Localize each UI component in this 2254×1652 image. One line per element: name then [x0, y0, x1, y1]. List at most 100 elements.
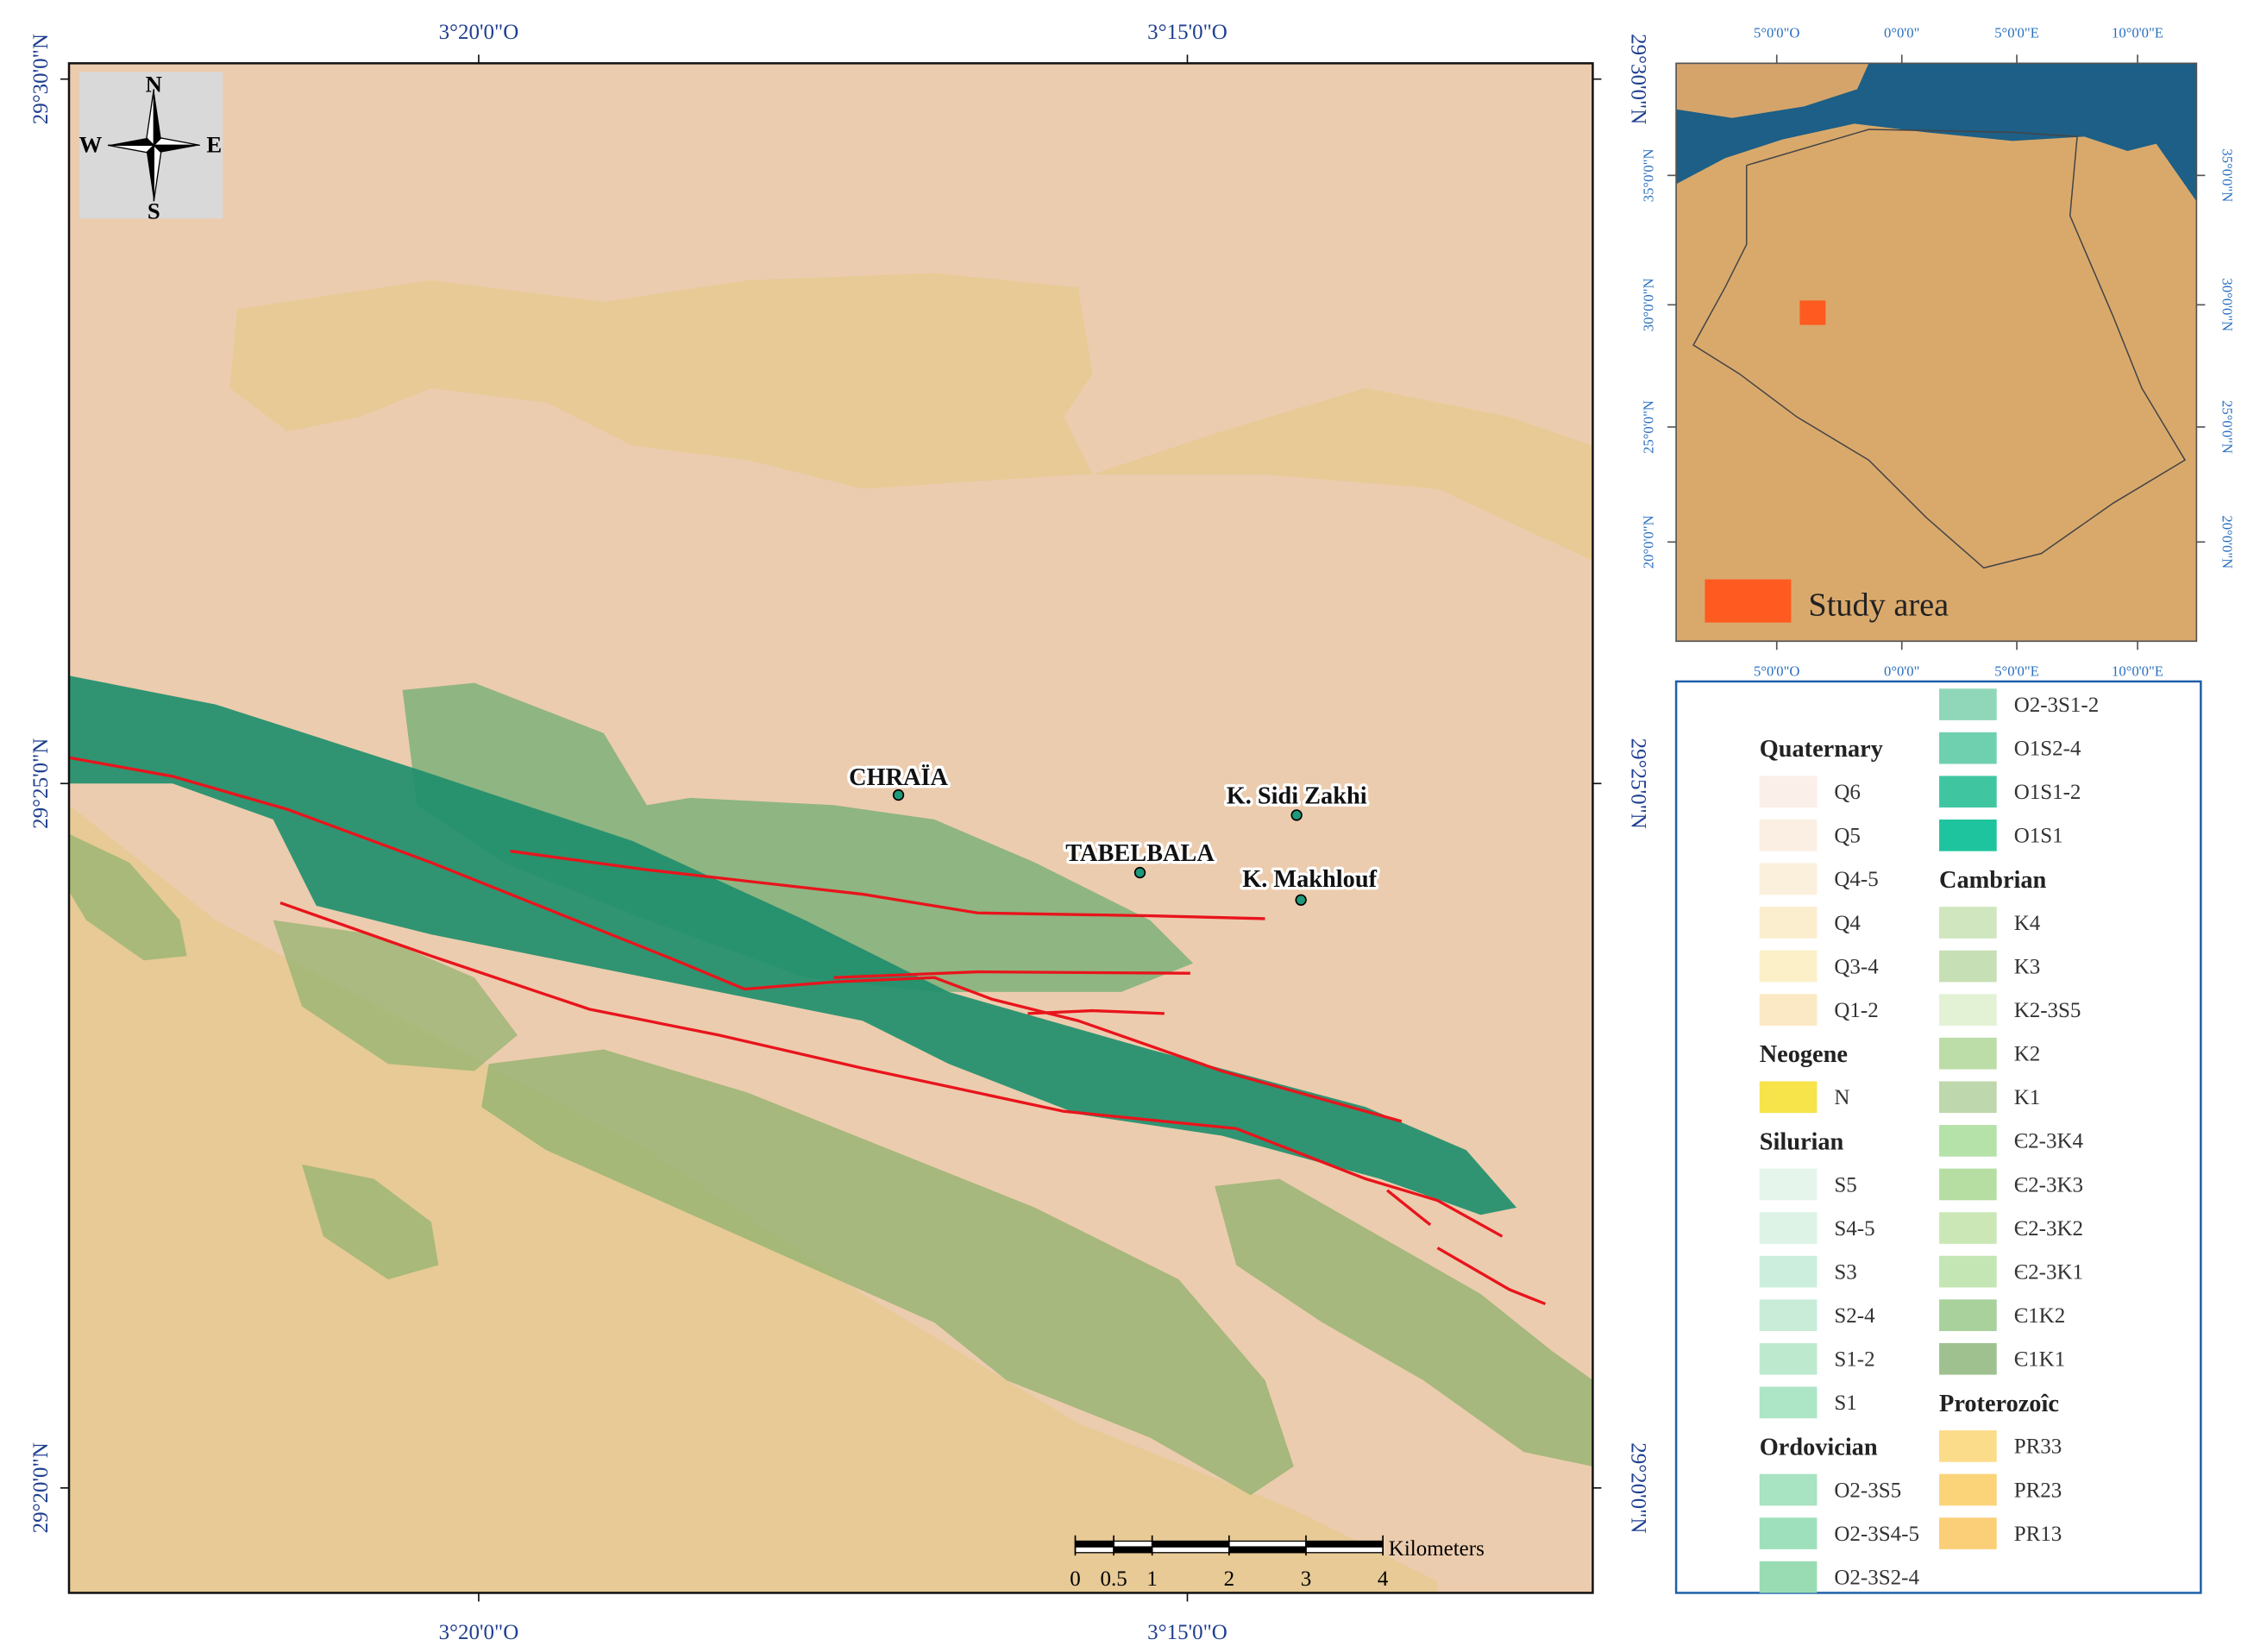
scale-segment	[1305, 1546, 1384, 1554]
legend-label: Q1-2	[1834, 999, 1878, 1022]
legend-swatch	[1759, 907, 1818, 939]
inset-latitude-label: 20°0'0"N	[1640, 515, 1656, 568]
compass-w: W	[79, 132, 103, 158]
scale-segment	[1228, 1540, 1307, 1548]
legend-swatch	[1939, 1037, 1997, 1070]
legend-box	[1674, 680, 2202, 1594]
legend-label: Є2-3K2	[2014, 1217, 2083, 1241]
unit-quaternary	[229, 273, 1593, 561]
latitude-label: 29°30'0"N	[1626, 34, 1649, 124]
fault	[1386, 1189, 1432, 1227]
legend-swatch	[1939, 1517, 1997, 1549]
inset-longitude-label: 5°0'0"E	[1994, 24, 2039, 41]
inset-latitude-label: 25°0'0"N	[1640, 400, 1656, 454]
compass-e: E	[206, 132, 222, 158]
legend-swatch	[1939, 1430, 1997, 1462]
latitude-label: 29°25'0"N	[1626, 738, 1649, 829]
legend-swatch	[1759, 950, 1818, 983]
study-area-label: Study area	[1808, 587, 1949, 623]
scale-tick-label: 3	[1301, 1567, 1312, 1591]
fault	[68, 756, 1403, 1123]
legend-swatch	[1939, 776, 1997, 808]
legend-swatch	[1939, 820, 1997, 851]
scale-segment	[1113, 1540, 1153, 1548]
legend-swatch	[1939, 907, 1997, 939]
legend-label: K3	[2014, 955, 2041, 978]
latitude-label: 29°25'0"N	[29, 738, 53, 829]
unit-cambrian	[68, 833, 187, 961]
scale-tick-label: 0.5	[1100, 1567, 1127, 1591]
legend-group-title: Neogene	[1760, 1041, 1848, 1068]
longitude-label: 3°15'0"O	[1147, 21, 1227, 44]
inset-longitude-label: 10°0'0"E	[2112, 663, 2163, 679]
place-label: K. Makhlouf	[1242, 866, 1377, 893]
legend-label: O1S1	[2014, 825, 2063, 848]
inset-latitude-label: 25°0'0"N	[2219, 400, 2235, 454]
main-map: N S W E	[67, 62, 1594, 1594]
legend-swatch	[1759, 1081, 1818, 1114]
latitude-label: 29°20'0"N	[1626, 1442, 1649, 1533]
legend-swatch	[1939, 1342, 1997, 1375]
scale-segment	[1228, 1546, 1307, 1554]
legend-swatch	[1759, 863, 1818, 895]
inset-longitude-label: 0°0'0"	[1884, 24, 1919, 41]
scale-segment	[1305, 1540, 1384, 1548]
legend-swatch	[1759, 820, 1818, 851]
inset-longitude-label: 10°0'0"E	[2112, 24, 2163, 41]
legend-label: S1-2	[1834, 1348, 1874, 1372]
place-label: CHRAÏA	[849, 764, 948, 791]
unit-cambrian	[1215, 1178, 1593, 1467]
legend-label: PR13	[2014, 1523, 2063, 1546]
legend-swatch	[1759, 1386, 1818, 1419]
legend-swatch	[1939, 1212, 1997, 1244]
compass-s: S	[148, 198, 160, 223]
legend-label: K2-3S5	[2014, 999, 2081, 1022]
latitude-label: 29°30'0"N	[29, 34, 53, 124]
scale-tick-label: 2	[1224, 1567, 1235, 1591]
legend-swatch	[1939, 688, 1997, 720]
legend-label: Є2-3K1	[2014, 1260, 2083, 1284]
place-marker	[892, 788, 905, 801]
legend-label: Є2-3K3	[2014, 1173, 2083, 1197]
legend: Quaternary Q6 Q5 Q4-5 Q4 Q3-4 Q1-2 Neogene N Silu…	[1759, 688, 2100, 1593]
legend-label: S5	[1834, 1173, 1856, 1197]
fault	[279, 901, 1504, 1238]
legend-label: Є1K1	[2014, 1348, 2066, 1372]
legend-label: O2-3S5	[1834, 1479, 1901, 1502]
scale-segment	[1113, 1546, 1153, 1554]
compass-rose	[107, 89, 200, 202]
legend-label: PR23	[2014, 1479, 2063, 1502]
legend-label: Є1K2	[2014, 1304, 2066, 1328]
inset-latitude-label: 20°0'0"N	[2219, 515, 2235, 568]
legend-swatch	[1759, 1342, 1818, 1375]
unit-cambrian	[481, 1049, 1294, 1496]
scale-unit: Kilometers	[1389, 1537, 1485, 1561]
inset-longitude-label: 5°0'0"O	[1754, 24, 1799, 41]
legend-swatch	[1759, 1561, 1818, 1593]
legend-swatch	[1939, 1255, 1997, 1288]
legend-swatch	[1759, 1473, 1818, 1506]
legend-label: S3	[1834, 1260, 1856, 1284]
legend-swatch	[1759, 1168, 1818, 1201]
compass-n: N	[146, 72, 162, 97]
scale-segment	[1074, 1540, 1114, 1548]
legend-swatch	[1939, 1081, 1997, 1114]
unit-cambrian	[273, 920, 518, 1071]
place-marker	[1290, 809, 1303, 821]
inset-longitude-label: 5°0'0"E	[1994, 663, 2039, 679]
algeria-border	[1692, 129, 2187, 569]
unit-ordovician	[68, 675, 1517, 1215]
legend-swatch	[1939, 1299, 1997, 1332]
legend-swatch	[1759, 1255, 1818, 1288]
legend-swatch	[1939, 1125, 1997, 1157]
legend-label: K4	[2014, 912, 2041, 935]
legend-swatch	[1939, 1473, 1997, 1506]
legend-label: Є2-3K4	[2014, 1130, 2084, 1153]
legend-swatch	[1759, 1299, 1818, 1332]
land-europe	[1676, 63, 1869, 118]
legend-label: O2-3S1-2	[2014, 694, 2100, 717]
legend-swatch	[1939, 994, 1997, 1026]
study-area-marker	[1799, 300, 1826, 325]
study-area-swatch	[1705, 579, 1792, 623]
